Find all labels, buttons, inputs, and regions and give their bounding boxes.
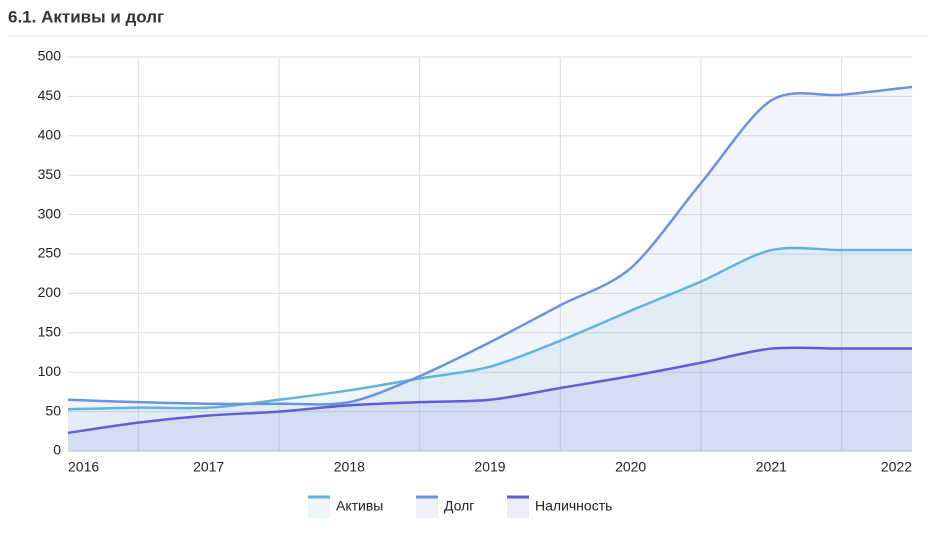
area xyxy=(68,86,912,451)
x-tick-label: 2019 xyxy=(474,459,505,475)
legend-label: Активы xyxy=(336,498,383,514)
legend-label: Долг xyxy=(444,498,474,514)
area xyxy=(68,347,912,451)
line xyxy=(67,246,912,411)
x-tick-label: 2017 xyxy=(193,459,224,475)
legend-swatch xyxy=(507,496,529,518)
y-tick-label: 100 xyxy=(38,363,62,379)
y-tick-label: 200 xyxy=(38,284,62,300)
y-tick-label: 0 xyxy=(53,442,61,458)
x-tick-label: 2022 xyxy=(881,459,912,475)
chart-title: 6.1. Активы и долг xyxy=(8,7,164,26)
legend-swatch xyxy=(416,496,438,518)
y-tick-label: 250 xyxy=(38,245,62,261)
x-tick-label: 2020 xyxy=(615,459,646,475)
y-tick-label: 400 xyxy=(38,127,62,143)
y-tick-label: 50 xyxy=(45,402,61,418)
line xyxy=(67,346,912,435)
y-tick-label: 150 xyxy=(38,324,62,340)
x-tick-label: 2021 xyxy=(756,459,787,475)
y-tick-label: 500 xyxy=(38,48,62,64)
legend-swatch xyxy=(308,496,330,518)
x-tick-label: 2016 xyxy=(68,459,99,475)
y-tick-label: 350 xyxy=(38,166,62,182)
x-tick-label: 2018 xyxy=(334,459,365,475)
legend-label: Наличность xyxy=(535,498,612,514)
y-tick-label: 300 xyxy=(38,205,62,221)
line xyxy=(67,85,913,406)
y-tick-label: 450 xyxy=(38,87,62,103)
